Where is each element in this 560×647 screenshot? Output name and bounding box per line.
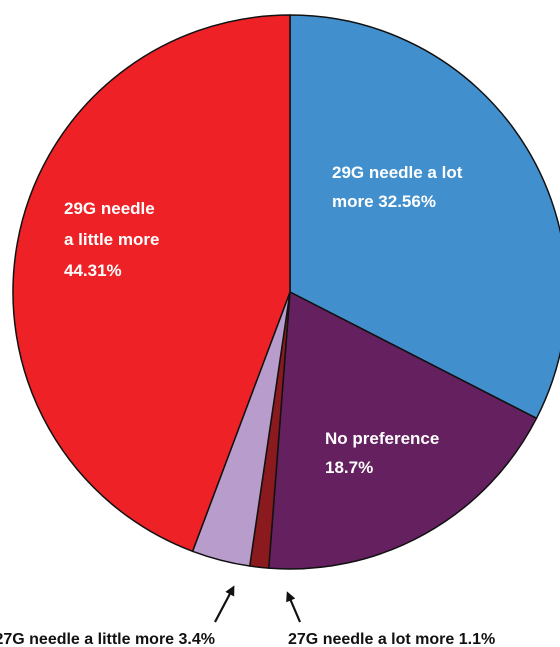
- slice-label-27g-needle-a-little-more: 27G needle a little more 3.4%: [0, 631, 215, 647]
- slice-label-no-preference: No preference 18.7%: [325, 429, 439, 477]
- pie-slice-29g-needle-a-lot-more: [289, 14, 560, 420]
- label-arrow-27g-needle-a-little-more: [214, 585, 235, 623]
- slice-label-27g-needle-a-lot-more: 27G needle a lot more 1.1%: [288, 631, 495, 647]
- pie-slice-no-preference: [267, 291, 538, 570]
- slice-label-29g-needle-a-lot-more: 29G needle a lot more 32.56%: [332, 163, 463, 211]
- label-arrow-27g-needle-a-lot-more: [286, 591, 302, 623]
- slice-label-29g-needle-a-little-more: 29G needle a little more 44.31%: [64, 199, 159, 280]
- pie-slice-29g-needle-a-little-more: [12, 14, 291, 553]
